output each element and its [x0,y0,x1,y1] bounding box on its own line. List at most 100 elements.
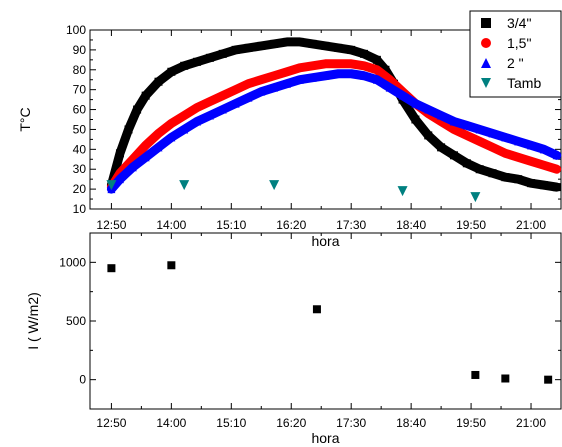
data-point [501,149,510,158]
data-point [321,41,330,50]
data-point [321,71,330,80]
data-point [449,125,458,134]
data-point [449,151,458,160]
x-tick-label: 16:20 [276,218,306,232]
y-tick-label: 90 [73,43,87,57]
data-point [397,186,408,197]
data-point [462,131,471,140]
data-point [167,133,176,142]
legend-label: 3/4" [507,15,531,31]
data-point [141,91,150,100]
data-point [411,99,420,108]
data-point [141,153,150,162]
x-tick-label: 15:10 [216,416,246,430]
data-point [321,59,330,68]
y-tick-label: 80 [73,63,87,77]
y-tick-label: 1000 [59,255,86,269]
irradiance-plot: 12:50 14:00 15:10 16:20 17:30 18:40 19:50 21:00… [25,232,562,446]
x-tick-label: 19:50 [456,416,486,430]
data-point [106,180,117,191]
data-point [424,105,433,114]
x-tick-label: 14:00 [156,218,186,232]
x-tick-label: 18:40 [396,416,426,430]
data-point [257,87,266,96]
data-point [372,75,381,84]
y-tick-label: 50 [73,122,87,136]
data-point [437,143,446,152]
data-point [372,65,381,74]
legend-marker [481,58,491,68]
data-point [527,141,536,150]
data-point [295,75,304,84]
data-point [270,71,279,80]
data-point [527,157,536,166]
series-2 [106,69,562,194]
data-point [424,131,433,140]
data-point [115,149,124,158]
data-point [462,121,471,130]
data-point [154,143,163,152]
data-point [501,374,510,383]
data-point [347,69,356,78]
data-point [269,180,280,191]
data-point [334,43,343,52]
y-tick-label: 40 [73,142,87,156]
data-point [398,91,407,100]
data-point [360,49,369,58]
x-axis-label: hora [311,233,339,249]
data-point [231,85,240,94]
data-point [475,137,484,146]
data-point [488,143,497,152]
data-point [205,97,214,106]
data-point [411,115,420,124]
data-point [193,103,202,112]
y-axis-label: T°C [17,107,33,131]
data-point [128,163,137,172]
y-tick-label: 60 [73,103,87,117]
data-point [501,173,510,182]
data-point [471,370,480,379]
data-point [334,69,343,78]
data-point [360,61,369,70]
x-tick-label: 16:20 [276,416,306,430]
data-point [167,261,176,270]
data-point [372,55,381,64]
data-point [462,159,471,168]
y-tick-label: 10 [73,202,87,216]
data-point [179,180,190,191]
data-point [193,117,202,126]
data-point [244,93,253,102]
data-point [308,39,317,48]
legend: 3/4" 1,5" 2 " Tamb [469,10,562,98]
data-point [514,175,523,184]
data-point [308,73,317,82]
x-tick-label: 12:50 [96,416,126,430]
y-tick-label: 100 [66,23,86,37]
data-point [475,165,484,174]
series-3 [106,180,481,203]
data-point [218,91,227,100]
data-point [107,264,116,273]
y-axis-label: I ( W/m2) [25,292,41,350]
data-point [205,53,214,62]
data-point [180,111,189,120]
data-point [385,83,394,92]
legend-marker [481,78,491,88]
data-point [475,125,484,134]
data-point [282,67,291,76]
x-tick-label: 17:30 [336,218,366,232]
data-point [514,153,523,162]
data-point [360,71,369,80]
x-tick-label: 14:00 [156,416,186,430]
data-point [437,111,446,120]
data-point [193,57,202,66]
data-point [270,39,279,48]
data-point [244,43,253,52]
data-point [180,61,189,70]
data-point [347,45,356,54]
data-point [381,65,390,74]
data-point [488,169,497,178]
data-point [539,181,548,190]
data-point [167,67,176,76]
